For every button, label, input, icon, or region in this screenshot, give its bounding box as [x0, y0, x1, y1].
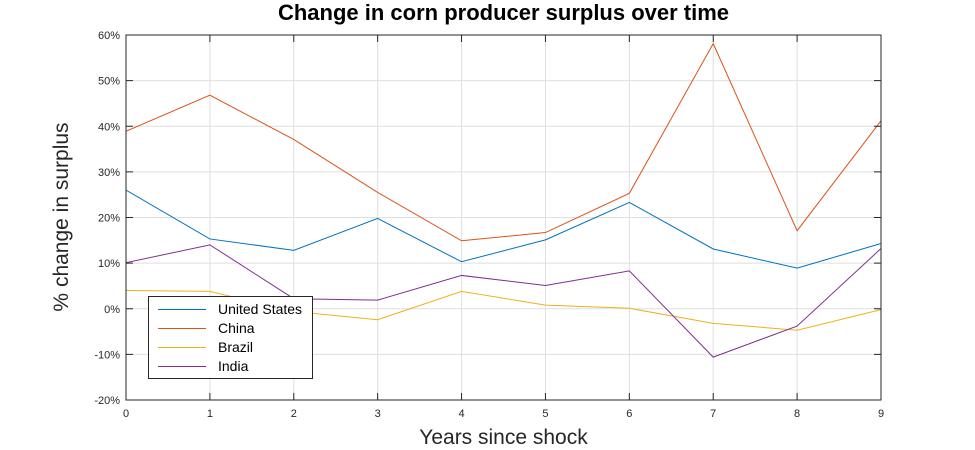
y-tick-label: 40% — [98, 121, 120, 133]
x-tick-label: 7 — [710, 408, 716, 420]
x-tick-label: 4 — [458, 408, 464, 420]
x-tick-label: 1 — [207, 408, 213, 420]
legend-label-china: China — [218, 320, 255, 336]
x-tick-label: 9 — [878, 408, 884, 420]
x-tick-label: 0 — [123, 408, 129, 420]
x-tick-label: 2 — [291, 408, 297, 420]
y-tick-label: 30% — [98, 167, 120, 179]
legend-item-brazil: Brazil — [149, 338, 312, 357]
legend-item-india: India — [149, 357, 312, 376]
y-tick-label: -10% — [94, 349, 120, 361]
y-tick-label: 20% — [98, 213, 120, 225]
axis-ticks — [125, 34, 882, 401]
legend-item-china: China — [149, 319, 312, 338]
series-line-united-states — [125, 189, 882, 269]
legend-swatch-brazil — [158, 347, 206, 348]
legend-label-brazil: Brazil — [218, 339, 254, 355]
legend-item-us: United States — [149, 300, 312, 319]
legend-label-india: India — [218, 358, 249, 374]
chart-title: Change in corn producer surplus over tim… — [277, 0, 730, 25]
series-line-china — [125, 42, 882, 242]
y-tick-label: 0% — [104, 304, 120, 316]
y-tick-label: -20% — [94, 395, 120, 407]
x-tick-label: 8 — [794, 408, 800, 420]
x-tick-label: 5 — [542, 408, 548, 420]
y-tick-label: 10% — [98, 258, 120, 270]
legend-swatch-india — [158, 366, 206, 367]
legend-swatch-china — [158, 328, 206, 329]
tick-labels: 0 1 2 3 4 5 6 7 8 9 -20% -10% 0% 10% 20% 30% 40% 50% 60% — [94, 30, 884, 420]
x-tick-label: 6 — [626, 408, 632, 420]
series-line-india — [125, 244, 882, 358]
legend: United States China Brazil India — [148, 296, 313, 379]
legend-label-us: United States — [218, 301, 303, 317]
x-tick-label: 3 — [375, 408, 381, 420]
y-tick-label: 60% — [98, 30, 120, 42]
x-axis-label: Years since shock — [419, 426, 588, 449]
y-tick-label: 50% — [98, 76, 120, 88]
legend-swatch-us — [158, 309, 206, 310]
y-axis-label: % change in surplus — [50, 122, 73, 312]
